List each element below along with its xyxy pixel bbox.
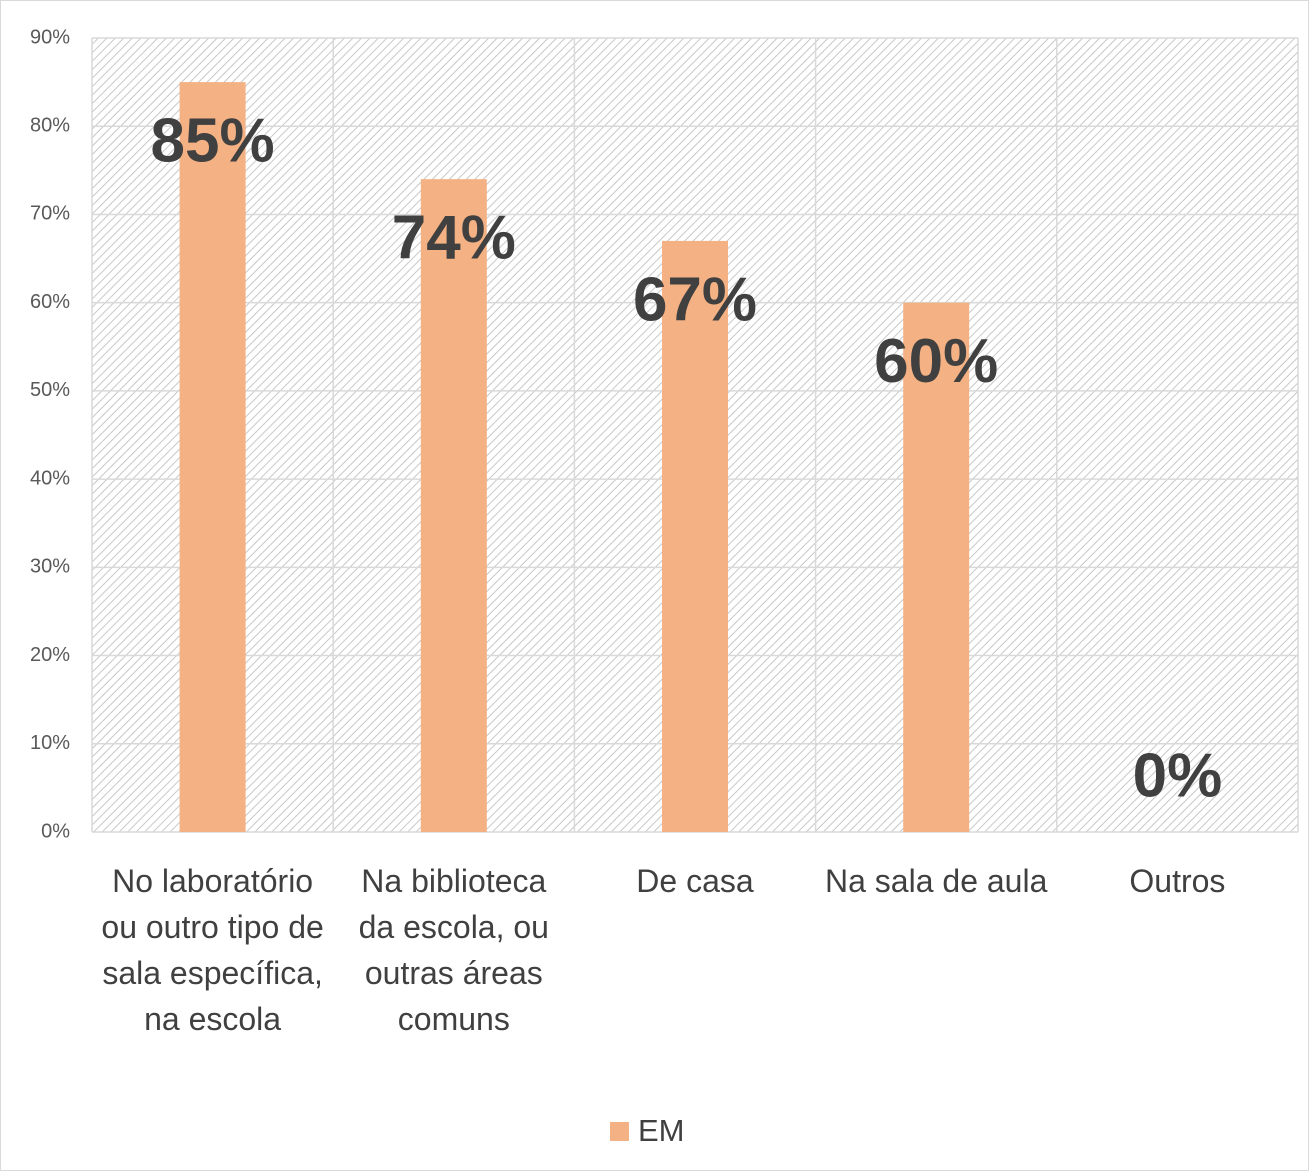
bar	[179, 82, 246, 833]
data-label: 0%	[1133, 741, 1223, 810]
x-tick-label: Na biblioteca da escola, ou outras áreas…	[358, 863, 549, 1037]
x-tick-label: Na sala de aula	[825, 863, 1048, 899]
y-tick-label: 70%	[30, 203, 70, 225]
x-tick-label: Outros	[1129, 863, 1226, 899]
bar	[662, 240, 728, 832]
data-label: 67%	[633, 265, 757, 334]
y-tick-label: 50%	[30, 379, 70, 401]
bar	[420, 179, 487, 833]
y-tick-label: 60%	[30, 291, 70, 313]
legend-label: EM	[638, 1113, 685, 1148]
y-tick-label: 90%	[30, 26, 70, 48]
data-label: 85%	[151, 106, 275, 175]
y-tick-label: 80%	[30, 115, 70, 137]
y-tick-label: 10%	[30, 732, 70, 754]
bar	[903, 302, 970, 833]
y-tick-label: 30%	[30, 556, 70, 578]
legend-swatch	[610, 1122, 629, 1141]
data-label: 60%	[874, 327, 998, 396]
x-tick-label: No laboratório ou outro tipo de sala esp…	[101, 863, 324, 1037]
y-tick-label: 0%	[41, 820, 70, 842]
data-label: 74%	[392, 204, 516, 273]
y-tick-label: 40%	[30, 467, 70, 489]
x-tick-label: De casa	[636, 863, 754, 899]
y-tick-label: 20%	[30, 644, 70, 666]
